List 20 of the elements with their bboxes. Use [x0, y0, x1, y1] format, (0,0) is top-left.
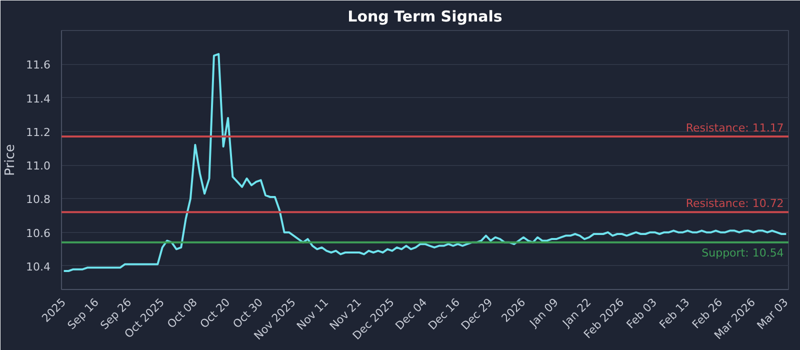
- y-tick-label: 10.4: [26, 260, 51, 274]
- chart-title: Long Term Signals: [348, 8, 502, 26]
- x-tick-label: Oct 20: [198, 296, 233, 331]
- y-tick-label: 11.0: [26, 160, 51, 173]
- y-tick-label: 11.4: [26, 92, 51, 106]
- ref-line-label: Resistance: 10.72: [686, 197, 784, 210]
- x-tick-label: Sep 16: [65, 296, 102, 332]
- y-axis-title: Price: [3, 144, 18, 176]
- y-tick-label: 10.8: [26, 193, 51, 206]
- x-tick-label: Jan 09: [526, 296, 561, 330]
- x-tick-label: Oct 08: [164, 296, 200, 331]
- ref-line-label: Support: 10.54: [702, 246, 784, 260]
- y-tick-label: 10.6: [26, 226, 51, 240]
- x-tick-label: Feb 03: [624, 296, 660, 332]
- ref-line-label: Resistance: 11.17: [686, 121, 784, 134]
- x-tick-label: Feb 13: [656, 296, 692, 332]
- y-tick-label: 11.2: [26, 126, 51, 139]
- x-tick-label: Mar 03: [754, 296, 791, 332]
- y-tick-label: 11.6: [26, 58, 51, 72]
- line-series: [62, 53, 788, 272]
